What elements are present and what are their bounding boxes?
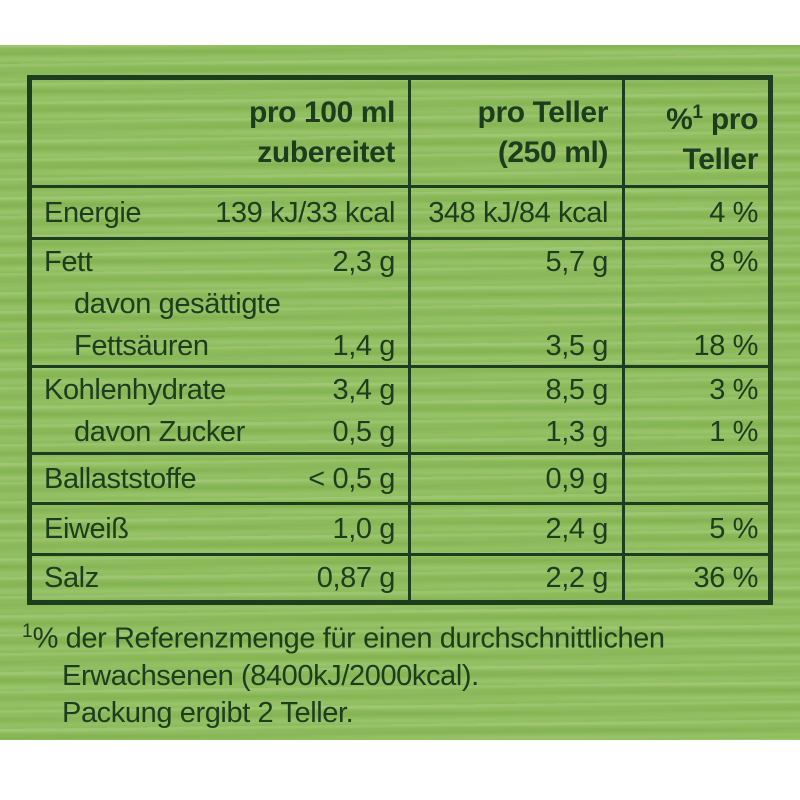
kohlenhydrate-per100-value: 3,4 g — [332, 374, 396, 406]
kohlenhydrate-teller-value: 8,5 g — [545, 374, 609, 406]
kohlenhydrate-pct-cell: 3 % 1 % — [622, 368, 768, 452]
energie-pct-cell: 4 % — [622, 188, 768, 237]
table-row-kohlenhydrate: Kohlenhydrate 3,4 g davon Zucker 0,5 g 8… — [32, 365, 768, 452]
footnote-ref-superscript: 1 — [692, 102, 703, 123]
energie-label: Energie — [44, 197, 142, 229]
footnote-line1-text: % der Referenzmenge für einen durchschni… — [32, 622, 665, 655]
table-row-salz: Salz 0,87 g 2,2 g 36 % — [32, 553, 768, 600]
header-percent-line1: %1 pro — [625, 93, 758, 140]
table-row-ballaststoffe: Ballaststoffe < 0,5 g 0,9 g — [32, 452, 768, 502]
eiweiss-pct-cell: 5 % — [622, 505, 768, 553]
percent-sign: % — [666, 103, 693, 136]
fett-pct-cell: 8 % 18 % — [622, 240, 768, 365]
table-header-row: pro 100 ml zubereitet pro Teller (250 ml… — [32, 80, 768, 185]
kohlenhydrate-pct-value: 3 % — [709, 374, 758, 406]
fettsaeuren-pct-value: 18 % — [693, 330, 759, 362]
davon-zucker-label: davon Zucker — [74, 416, 245, 448]
kohlenhydrate-teller-cell: 8,5 g 1,3 g — [408, 368, 622, 452]
footnote-line2: Erwachsenen (8400kJ/2000kcal). — [62, 659, 479, 692]
ballaststoffe-pct-cell — [622, 455, 768, 502]
package-background: pro 100 ml zubereitet pro Teller (250 ml… — [0, 45, 800, 740]
ballaststoffe-per100-value: < 0,5 g — [308, 463, 395, 495]
salz-pct-cell: 36 % — [622, 556, 768, 600]
eiweiss-pct-value: 5 % — [709, 513, 758, 545]
footnote-line3: Packung ergibt 2 Teller. — [62, 696, 354, 729]
reference-footnote: 1% der Referenzmenge für einen durchschn… — [22, 613, 665, 732]
header-percent-line2: Teller — [682, 143, 759, 176]
percent-pro-text: pro — [702, 103, 759, 136]
energie-teller-value: 348 kJ/84 kcal — [428, 197, 608, 229]
fettsaeuren-teller-value: 3,5 g — [545, 330, 609, 362]
fett-pct-value: 8 % — [709, 246, 758, 278]
table-row-fett: Fett 2,3 g davon gesättigte Fettsäuren 1… — [32, 237, 768, 365]
eiweiss-teller-cell: 2,4 g — [408, 505, 622, 553]
kohlenhydrate-label: Kohlenhydrate — [44, 374, 226, 406]
energie-label-cell: Energie 139 kJ/33 kcal — [32, 188, 408, 237]
davon-zucker-pct-value: 1 % — [709, 416, 758, 448]
ballaststoffe-label-cell: Ballaststoffe < 0,5 g — [32, 455, 408, 502]
header-pro-teller-line1: pro Teller — [477, 96, 609, 129]
kohlenhydrate-label-cell: Kohlenhydrate 3,4 g davon Zucker 0,5 g — [32, 368, 408, 452]
eiweiss-per100-value: 1,0 g — [332, 513, 396, 545]
ballaststoffe-teller-value: 0,9 g — [545, 463, 609, 495]
header-per-100ml-line1: pro 100 ml — [248, 96, 395, 129]
fett-teller-value: 5,7 g — [545, 246, 609, 278]
footnote-line1: 1% der Referenzmenge für einen durchschn… — [22, 613, 665, 658]
fettsaeuren-label: Fettsäuren — [74, 330, 209, 362]
salz-label: Salz — [44, 562, 99, 594]
ballaststoffe-pct-value — [625, 458, 768, 500]
davon-gesaettigte-label: davon gesättigte — [74, 288, 281, 320]
table-row-eiweiss: Eiweiß 1,0 g 2,4 g 5 % — [32, 502, 768, 553]
nutrition-table: pro 100 ml zubereitet pro Teller (250 ml… — [27, 75, 773, 605]
table-row-energie: Energie 139 kJ/33 kcal 348 kJ/84 kcal 4 … — [32, 185, 768, 237]
salz-teller-cell: 2,2 g — [408, 556, 622, 600]
header-pro-teller: pro Teller (250 ml) — [408, 80, 622, 185]
salz-label-cell: Salz 0,87 g — [32, 556, 408, 600]
eiweiss-label: Eiweiß — [44, 513, 129, 545]
salz-teller-value: 2,2 g — [545, 562, 609, 594]
ballaststoffe-teller-cell: 0,9 g — [408, 455, 622, 502]
davon-zucker-per100-value: 0,5 g — [332, 416, 396, 448]
fett-label-cell: Fett 2,3 g davon gesättigte Fettsäuren 1… — [32, 240, 408, 365]
eiweiss-teller-value: 2,4 g — [545, 513, 609, 545]
fett-label: Fett — [44, 246, 93, 278]
salz-pct-value: 36 % — [693, 562, 759, 594]
energie-per100-value: 139 kJ/33 kcal — [215, 197, 395, 229]
ballaststoffe-label: Ballaststoffe — [44, 463, 197, 495]
salz-per100-value: 0,87 g — [316, 562, 396, 594]
fettsaeuren-per100-value: 1,4 g — [332, 330, 396, 362]
energie-pct-value: 4 % — [709, 197, 758, 229]
header-per-100ml-line2: zubereitet — [257, 136, 395, 169]
davon-zucker-teller-value: 1,3 g — [545, 416, 609, 448]
energie-teller-cell: 348 kJ/84 kcal — [408, 188, 622, 237]
fett-teller-cell: 5,7 g 3,5 g — [408, 240, 622, 365]
header-percent-pro-teller: %1 pro Teller — [622, 80, 768, 185]
eiweiss-label-cell: Eiweiß 1,0 g — [32, 505, 408, 553]
header-per-100ml: pro 100 ml zubereitet — [32, 80, 408, 185]
fett-per100-value: 2,3 g — [332, 246, 396, 278]
header-pro-teller-line2: (250 ml) — [497, 136, 609, 169]
footnote-superscript: 1 — [22, 621, 33, 642]
